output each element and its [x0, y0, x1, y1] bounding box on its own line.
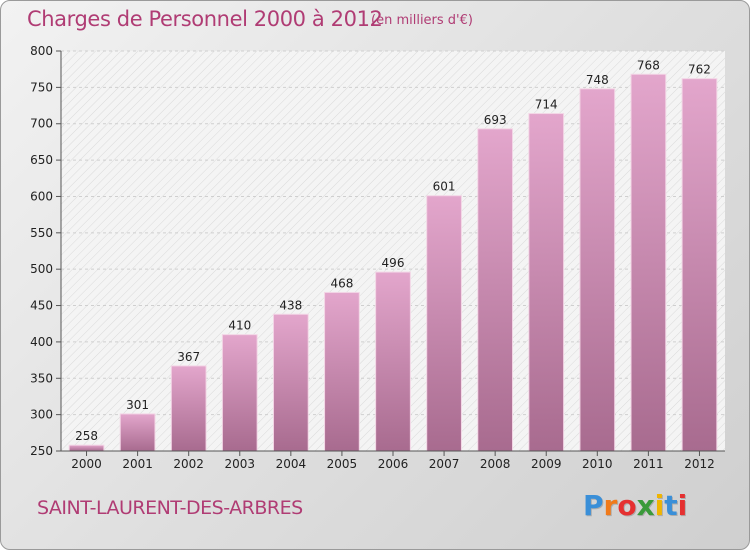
bars: 258 301 367 410 438 468 496 601 693 714 748 768 762	[68, 58, 718, 452]
value-label-2000: 258	[75, 429, 98, 443]
bar-2008[interactable]	[477, 128, 514, 452]
x-tick-label-2003: 2003	[224, 457, 255, 471]
x-tick-label-2006: 2006	[378, 457, 409, 471]
value-label-2012: 762	[688, 63, 711, 77]
y-tick-label: 750	[30, 80, 53, 94]
value-label-2003: 410	[228, 319, 251, 333]
value-label-2006: 496	[382, 256, 405, 270]
x-tick-label-2005: 2005	[327, 457, 358, 471]
value-label-2011: 768	[637, 58, 660, 72]
y-tick-label: 250	[30, 444, 53, 458]
x-tick-label-2010: 2010	[582, 457, 613, 471]
x-tick-label-2001: 2001	[122, 457, 153, 471]
logo-letter: i	[677, 489, 688, 522]
bar-2009[interactable]	[528, 113, 565, 452]
value-label-2005: 468	[330, 276, 353, 290]
y-tick-label: 550	[30, 226, 53, 240]
logo-letter: x	[636, 489, 655, 522]
value-label-2002: 367	[177, 350, 200, 364]
y-tick-label: 300	[30, 408, 53, 422]
bar-2011[interactable]	[630, 73, 667, 452]
value-label-2008: 693	[484, 113, 507, 127]
value-label-2009: 714	[535, 98, 558, 112]
bar-2003[interactable]	[221, 334, 258, 452]
value-label-2010: 748	[586, 73, 609, 87]
logo-letter: t	[664, 489, 678, 522]
x-tick-label-2007: 2007	[429, 457, 460, 471]
location-name: SAINT-LAURENT-DES-ARBRES	[37, 497, 303, 519]
logo-letter: P	[583, 489, 604, 522]
bar-2004[interactable]	[272, 313, 309, 452]
y-tick-label: 600	[30, 189, 53, 203]
bar-2005[interactable]	[324, 291, 360, 452]
y-tick-label: 800	[30, 44, 53, 58]
logo-letter: r	[603, 489, 618, 522]
bar-2010[interactable]	[579, 88, 616, 452]
bar-2007[interactable]	[426, 195, 462, 452]
y-tick-label: 650	[30, 153, 53, 167]
y-tick-label: 450	[30, 299, 53, 313]
chart-title: Charges de Personnel 2000 à 2012	[27, 7, 383, 31]
value-label-2004: 438	[279, 298, 302, 312]
x-tick-label-2008: 2008	[480, 457, 511, 471]
y-tick-label: 500	[30, 262, 53, 276]
bar-2006[interactable]	[375, 271, 411, 452]
value-label-2007: 601	[433, 180, 456, 194]
axes: 250 300 350 400 450 500 550 600 650 700 750 800 2000…	[30, 44, 725, 471]
chart-subtitle: (en milliers d'€)	[371, 13, 473, 28]
bar-2001[interactable]	[119, 413, 156, 452]
y-tick-label: 350	[30, 371, 53, 385]
x-tick-label-2011: 2011	[633, 457, 664, 471]
value-label-2001: 301	[126, 398, 149, 412]
logo-letter: i	[654, 489, 665, 522]
bar-2002[interactable]	[170, 365, 207, 452]
proxiti-logo[interactable]: Proxiti	[583, 489, 687, 522]
x-tick-label-2009: 2009	[531, 457, 562, 471]
logo-letter: o	[617, 489, 637, 522]
bar-2000[interactable]	[68, 444, 105, 452]
x-tick-label-2002: 2002	[173, 457, 204, 471]
y-tick-label: 700	[30, 117, 53, 131]
x-tick-label-2012: 2012	[684, 457, 715, 471]
x-tick-label-2004: 2004	[276, 457, 307, 471]
y-tick-label: 400	[30, 335, 53, 349]
bar-2012[interactable]	[681, 78, 718, 452]
x-tick-label-2000: 2000	[71, 457, 102, 471]
